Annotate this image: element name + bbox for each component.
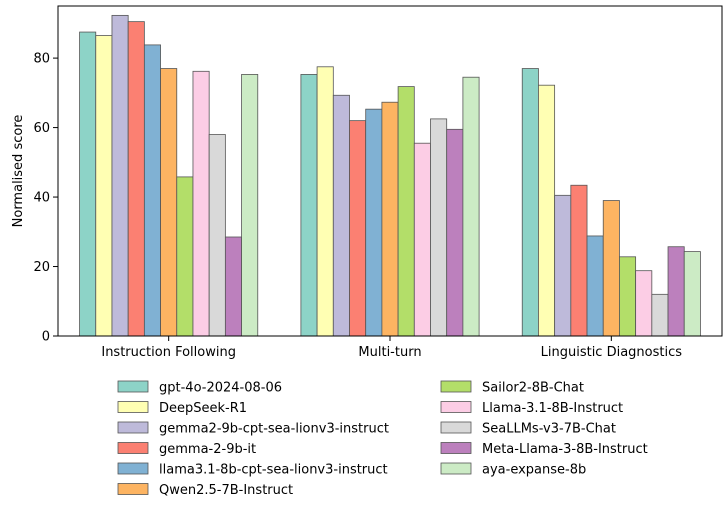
legend-label: Qwen2.5-7B-Instruct — [159, 483, 293, 498]
bar — [397, 86, 415, 337]
legend-label: gpt-4o-2024-08-06 — [159, 381, 282, 396]
legend-label: gemma2-9b-cpt-sea-lionv3-instruct — [159, 422, 389, 437]
legend-label: gemma-2-9b-it — [159, 442, 256, 457]
legend-label: DeepSeek-R1 — [159, 401, 247, 416]
bar — [111, 14, 129, 337]
bar — [349, 120, 367, 337]
y-axis: 0 20 40 60 80 — [33, 52, 58, 345]
y-axis-label: Normalised score — [11, 115, 26, 228]
bar — [667, 246, 685, 337]
legend-label: llama3.1-8b-cpt-sea-lionv3-instruct — [159, 463, 388, 478]
bar — [635, 270, 653, 337]
bar — [160, 68, 178, 337]
y-tick-label: 80 — [33, 52, 50, 67]
x-axis: Instruction Following Multi-turn Linguisti… — [101, 336, 682, 360]
legend-swatch — [117, 483, 149, 495]
legend-label: SeaLLMs-v3-7B-Chat — [482, 422, 616, 437]
bar — [300, 74, 318, 337]
bar — [413, 142, 431, 337]
legend-swatch — [117, 421, 149, 434]
bar — [79, 31, 97, 337]
legend-swatch — [117, 380, 149, 393]
bar — [683, 251, 701, 337]
bar — [602, 200, 620, 337]
bar — [462, 76, 480, 337]
y-tick-label: 20 — [33, 260, 50, 275]
bar — [619, 256, 637, 337]
bar — [570, 184, 588, 337]
bar — [176, 176, 194, 337]
bar — [95, 35, 113, 337]
bar — [365, 108, 383, 337]
bar — [430, 118, 448, 337]
legend-label: Llama-3.1-8B-Instruct — [482, 401, 623, 416]
legend-swatch — [117, 462, 149, 475]
legend-swatch — [440, 401, 472, 413]
x-tick-label: Linguistic Diagnostics — [541, 345, 683, 360]
bar — [208, 134, 226, 337]
bars-layer — [79, 14, 701, 337]
bar — [192, 70, 210, 337]
bar — [143, 44, 161, 337]
y-tick-label: 0 — [42, 330, 50, 345]
legend-swatch — [117, 442, 149, 454]
bar — [586, 235, 604, 337]
legend-label: aya-expanse-8b — [482, 463, 586, 478]
bar — [241, 74, 259, 337]
bar — [651, 293, 669, 337]
x-tick-label: Instruction Following — [101, 345, 236, 360]
y-tick-label: 40 — [33, 191, 50, 206]
bar — [554, 194, 572, 337]
bar — [316, 66, 334, 337]
legend-label: Sailor2-8B-Chat — [482, 381, 584, 396]
bar — [521, 68, 539, 337]
bar — [446, 128, 464, 337]
legend-swatch — [117, 401, 149, 413]
bar — [381, 101, 399, 337]
legend-swatch — [440, 380, 472, 393]
y-tick-label: 60 — [33, 121, 50, 136]
bar — [332, 94, 350, 337]
bar — [224, 236, 242, 337]
legend-swatch — [440, 421, 472, 434]
legend-swatch — [440, 462, 472, 475]
bar — [127, 21, 145, 337]
bar — [538, 84, 556, 337]
legend-swatch — [440, 442, 472, 454]
legend: gpt-4o-2024-08-06 DeepSeek-R1 gemma2-9b-cp… — [117, 380, 648, 498]
x-tick-label: Multi-turn — [358, 345, 421, 360]
legend-label: Meta-Llama-3-8B-Instruct — [482, 442, 648, 457]
